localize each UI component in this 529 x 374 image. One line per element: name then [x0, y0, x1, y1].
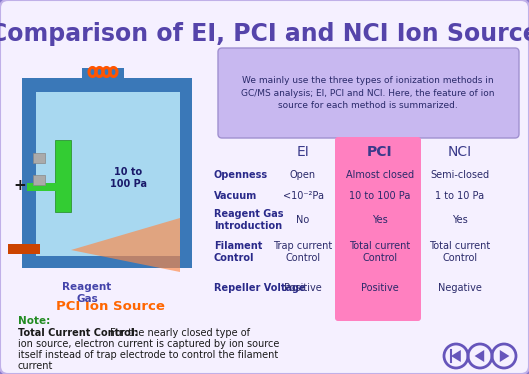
Text: +: + — [14, 178, 26, 193]
FancyBboxPatch shape — [33, 175, 45, 185]
FancyBboxPatch shape — [36, 92, 180, 256]
Text: Comparison of EI, PCI and NCI Ion Source: Comparison of EI, PCI and NCI Ion Source — [0, 22, 529, 46]
Text: Total Current Control:: Total Current Control: — [18, 328, 138, 338]
Text: Semi-closed: Semi-closed — [431, 170, 489, 180]
FancyBboxPatch shape — [33, 153, 45, 163]
Text: PCI: PCI — [367, 145, 393, 159]
Text: EI: EI — [297, 145, 309, 159]
Text: Trap current
Control: Trap current Control — [273, 241, 333, 263]
Text: Repeller Voltage: Repeller Voltage — [214, 283, 306, 293]
Text: 1 to 10 Pa: 1 to 10 Pa — [435, 191, 485, 201]
Text: Filament
Control: Filament Control — [214, 241, 262, 263]
Text: Reagent Gas
Introduction: Reagent Gas Introduction — [214, 209, 284, 231]
Text: Yes: Yes — [372, 215, 388, 225]
Text: ion source, electron current is captured by ion source: ion source, electron current is captured… — [18, 339, 279, 349]
Text: NCI: NCI — [448, 145, 472, 159]
Text: Positive: Positive — [361, 283, 399, 293]
Text: <10⁻²Pa: <10⁻²Pa — [282, 191, 324, 201]
FancyBboxPatch shape — [22, 78, 192, 268]
Text: For the nearly closed type of: For the nearly closed type of — [110, 328, 250, 338]
Text: PCI Ion Source: PCI Ion Source — [56, 300, 165, 313]
FancyBboxPatch shape — [335, 137, 421, 321]
Text: Almost closed: Almost closed — [346, 170, 414, 180]
Polygon shape — [475, 350, 484, 362]
Text: Yes: Yes — [452, 215, 468, 225]
Text: Positive: Positive — [284, 283, 322, 293]
Polygon shape — [500, 350, 509, 362]
FancyBboxPatch shape — [55, 140, 71, 212]
Text: Total current
Control: Total current Control — [430, 241, 490, 263]
Polygon shape — [451, 350, 461, 362]
Text: We mainly use the three types of ionization methods in
GC/MS analysis; EI, PCI a: We mainly use the three types of ionizat… — [241, 76, 495, 110]
FancyBboxPatch shape — [218, 48, 519, 138]
Text: Note:: Note: — [18, 316, 50, 326]
FancyBboxPatch shape — [8, 244, 40, 254]
Text: Negative: Negative — [438, 283, 482, 293]
Text: current: current — [18, 361, 53, 371]
Text: Total current
Control: Total current Control — [349, 241, 411, 263]
Text: Open: Open — [290, 170, 316, 180]
FancyBboxPatch shape — [27, 183, 59, 191]
Text: itself instead of trap electrode to control the filament: itself instead of trap electrode to cont… — [18, 350, 278, 360]
Text: Vacuum: Vacuum — [214, 191, 257, 201]
Text: No: No — [296, 215, 309, 225]
Text: Openness: Openness — [214, 170, 268, 180]
Text: 10 to
100 Pa: 10 to 100 Pa — [110, 167, 147, 189]
Text: 10 to 100 Pa: 10 to 100 Pa — [349, 191, 411, 201]
Polygon shape — [71, 218, 180, 272]
FancyBboxPatch shape — [82, 68, 124, 82]
Text: Reagent
Gas: Reagent Gas — [62, 282, 112, 304]
